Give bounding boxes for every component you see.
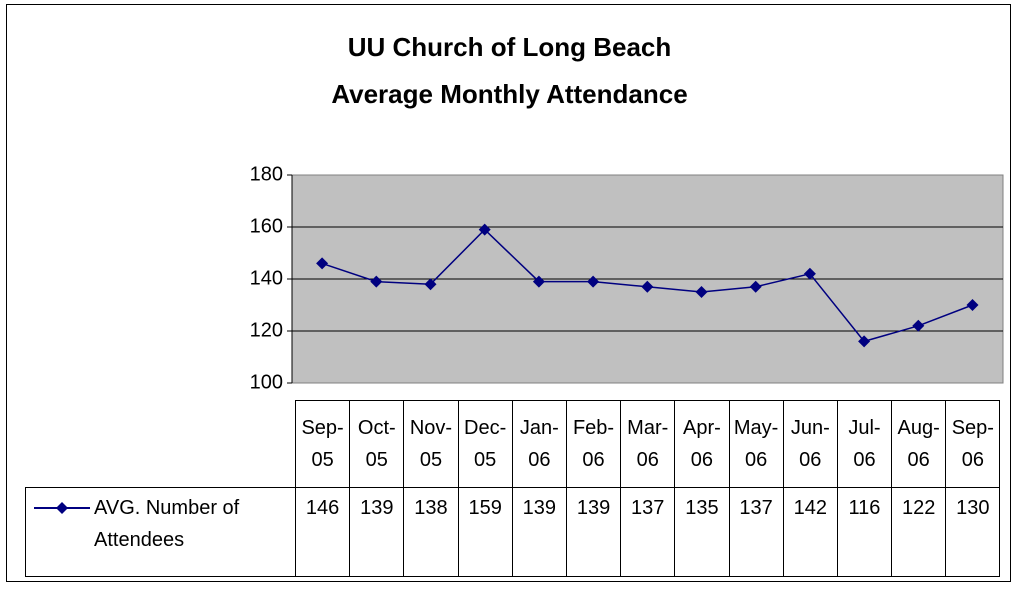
category-cell: Apr-06 — [674, 400, 730, 488]
value-cell: 139 — [565, 487, 622, 577]
data-point — [641, 280, 654, 293]
value-cell: 130 — [945, 487, 1001, 577]
value-cell: 138 — [403, 487, 459, 577]
value-cell: 137 — [728, 487, 784, 577]
data-table: Sep-05 Oct-05 Nov-05 Dec-05 Jan-06 Feb-06 Mar-… — [25, 400, 1001, 577]
data-point — [424, 278, 437, 291]
category-cell: May-06 — [728, 400, 784, 488]
y-tick-label: 180 — [250, 163, 283, 185]
value-cell: 139 — [349, 487, 405, 577]
legend-marker — [34, 502, 90, 514]
category-cell: Jan-06 — [511, 400, 567, 488]
y-tick-label: 100 — [250, 371, 283, 393]
blank-cell — [26, 401, 296, 488]
data-point — [532, 275, 545, 288]
y-tick-label: 140 — [250, 267, 283, 289]
value-cell: 116 — [836, 487, 893, 577]
y-tick-label: 120 — [250, 319, 283, 341]
legend-label: AVG. Number of Attendees — [94, 497, 240, 551]
value-cell: 137 — [620, 487, 676, 577]
value-cell: 159 — [457, 487, 513, 577]
category-cell: Sep-06 — [945, 400, 1001, 488]
data-point — [966, 299, 979, 311]
chart-border — [6, 4, 1011, 582]
category-cell: Mar-06 — [620, 400, 676, 488]
category-cell: Jul-06 — [836, 400, 893, 488]
data-point — [316, 257, 329, 270]
category-cell: Feb-06 — [565, 400, 622, 488]
category-cell: Oct-05 — [349, 400, 405, 488]
data-point — [912, 319, 925, 332]
category-cell: Sep-05 — [294, 400, 351, 488]
data-point — [695, 286, 708, 298]
data-point — [370, 275, 383, 288]
value-cell: 139 — [511, 487, 567, 577]
value-cell: 146 — [294, 487, 351, 577]
data-point — [587, 275, 600, 288]
value-cell: 135 — [674, 487, 730, 577]
category-cell: Jun-06 — [782, 400, 838, 488]
chart-title: UU Church of Long Beach Average Monthly … — [331, 32, 688, 109]
y-tick-label: 160 — [250, 215, 283, 237]
data-point — [749, 280, 762, 293]
value-cell: 142 — [782, 487, 838, 577]
category-cell: Aug-06 — [891, 400, 947, 488]
value-cell: 122 — [891, 487, 947, 577]
data-point — [478, 223, 491, 236]
data-point — [803, 267, 816, 280]
legend-cell: AVG. Number of Attendees — [25, 487, 296, 577]
category-cell: Nov-05 — [403, 400, 459, 488]
data-point — [858, 335, 871, 348]
category-cell: Dec-05 — [457, 400, 513, 488]
